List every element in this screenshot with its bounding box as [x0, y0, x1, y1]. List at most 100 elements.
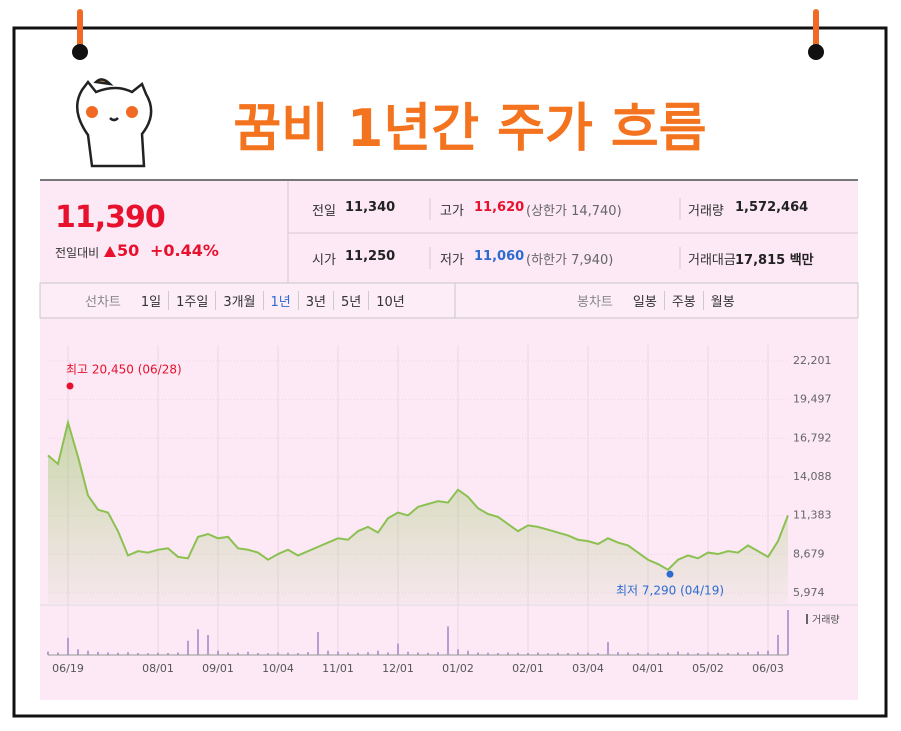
period-tab[interactable]: 월봉 — [702, 291, 742, 310]
volume-bar — [127, 652, 129, 655]
y-tick-label: 8,679 — [793, 547, 825, 560]
legend-label: 거래량 — [812, 614, 840, 626]
period-tab[interactable]: 3개월 — [215, 291, 262, 310]
period-tab[interactable]: 1주일 — [168, 291, 215, 310]
volume-bar — [387, 652, 389, 655]
item-value: 11,340 — [345, 200, 396, 215]
cat-icon — [75, 78, 153, 168]
tab-heading: 봉차트 — [577, 295, 613, 310]
volume-bar — [157, 652, 159, 655]
volume-bar — [767, 650, 769, 655]
item-label: 저가 — [440, 253, 464, 268]
volume-bar — [307, 652, 309, 655]
item-note: (하한가 7,940) — [526, 253, 614, 268]
volume-bar — [747, 652, 749, 655]
volume-bar — [497, 652, 499, 655]
period-tab[interactable]: 5년 — [333, 291, 368, 310]
volume-bar — [77, 649, 79, 655]
item-value: 17,815 백만 — [735, 253, 814, 268]
volume-bar — [567, 652, 569, 655]
period-tab[interactable]: 10년 — [368, 291, 412, 310]
price-line — [47, 418, 789, 572]
area — [48, 422, 788, 603]
volume-bar — [727, 652, 729, 655]
annotation: 최고 20,450 (06/28) — [66, 363, 182, 377]
volume-bar — [197, 629, 199, 655]
x-tick-label: 10/04 — [262, 662, 294, 675]
volume-bar — [507, 652, 509, 655]
volume-bar — [417, 652, 419, 655]
item-value: 11,620 — [474, 200, 525, 215]
y-tick-label: 22,201 — [793, 354, 832, 367]
volume-bar — [627, 652, 629, 655]
up-arrow — [104, 246, 116, 257]
volume-bar — [177, 652, 179, 655]
volume-bar — [257, 652, 259, 655]
volume-bar — [437, 652, 439, 655]
volume-bar — [287, 652, 289, 655]
volume-bar — [67, 637, 69, 655]
change: 50 — [117, 241, 140, 260]
volume-bar — [537, 652, 539, 655]
x-tick-label: 06/19 — [52, 662, 84, 675]
extreme-marker — [66, 382, 74, 390]
extreme-marker — [666, 570, 674, 578]
x-tick-label: 01/02 — [442, 662, 474, 675]
item-label: 고가 — [440, 204, 464, 219]
volume-bar — [757, 651, 759, 655]
volume-bar — [47, 651, 49, 655]
item-label: 거래대금 — [688, 253, 736, 268]
volume-bar — [557, 652, 559, 655]
period-tab[interactable]: 1년 — [262, 291, 298, 310]
item-label: 전일 — [312, 204, 336, 219]
volume-bar — [267, 653, 269, 655]
period-tab[interactable]: 일봉 — [632, 295, 657, 310]
volume-bar — [657, 653, 659, 655]
volume-bar — [777, 634, 779, 655]
volume-bar — [737, 652, 739, 655]
x-tick-label: 06/03 — [752, 662, 784, 675]
volume-bar — [117, 652, 119, 655]
panel — [40, 180, 858, 700]
x-tick-label: 11/01 — [322, 662, 354, 675]
volume-bar — [667, 652, 669, 655]
tab-heading: 선차트 — [85, 295, 121, 310]
volume-bar — [637, 652, 639, 655]
volume-bar — [227, 652, 229, 655]
volume-bar — [397, 643, 399, 655]
period-tab[interactable]: 주봉 — [663, 291, 703, 310]
line-tabs: 선차트 1일 1주일 3개월 1년 3년 5년 10년 — [78, 283, 412, 318]
change-rate: +0.44% — [150, 241, 219, 260]
volume-bar — [577, 652, 579, 655]
legend-swatch — [806, 614, 808, 624]
volume-bar — [107, 652, 109, 655]
dividers — [287, 181, 858, 283]
candle-tabs: 봉차트 일봉 주봉 월봉 — [570, 283, 742, 318]
annotation: 최저 7,290 (04/19) — [616, 584, 724, 598]
volume-bar — [707, 652, 709, 655]
volume-bar — [607, 642, 609, 655]
x-tick-label: 08/01 — [142, 662, 174, 675]
volume-bar — [487, 652, 489, 655]
x-tick-label: 04/01 — [632, 662, 664, 675]
x-tick-label: 02/01 — [512, 662, 544, 675]
volume-bar — [697, 652, 699, 655]
volume-bar — [297, 652, 299, 655]
volume-bar — [407, 651, 409, 655]
x-tick-label: 12/01 — [382, 662, 414, 675]
volume-bar — [327, 650, 329, 655]
y-tick-label: 19,497 — [793, 393, 832, 406]
volume-bar — [237, 652, 239, 655]
period-tab[interactable]: 3년 — [297, 291, 333, 310]
volume-bar — [467, 650, 469, 655]
x-tick-label: 03/04 — [572, 662, 604, 675]
volume-bar — [357, 652, 359, 655]
x-tick-label: 05/02 — [692, 662, 724, 675]
tab-bar — [39, 282, 859, 319]
period-tab[interactable]: 1일 — [140, 295, 162, 310]
volume-bar — [277, 652, 279, 655]
volume-bar — [317, 632, 319, 655]
volume-bar — [597, 652, 599, 655]
